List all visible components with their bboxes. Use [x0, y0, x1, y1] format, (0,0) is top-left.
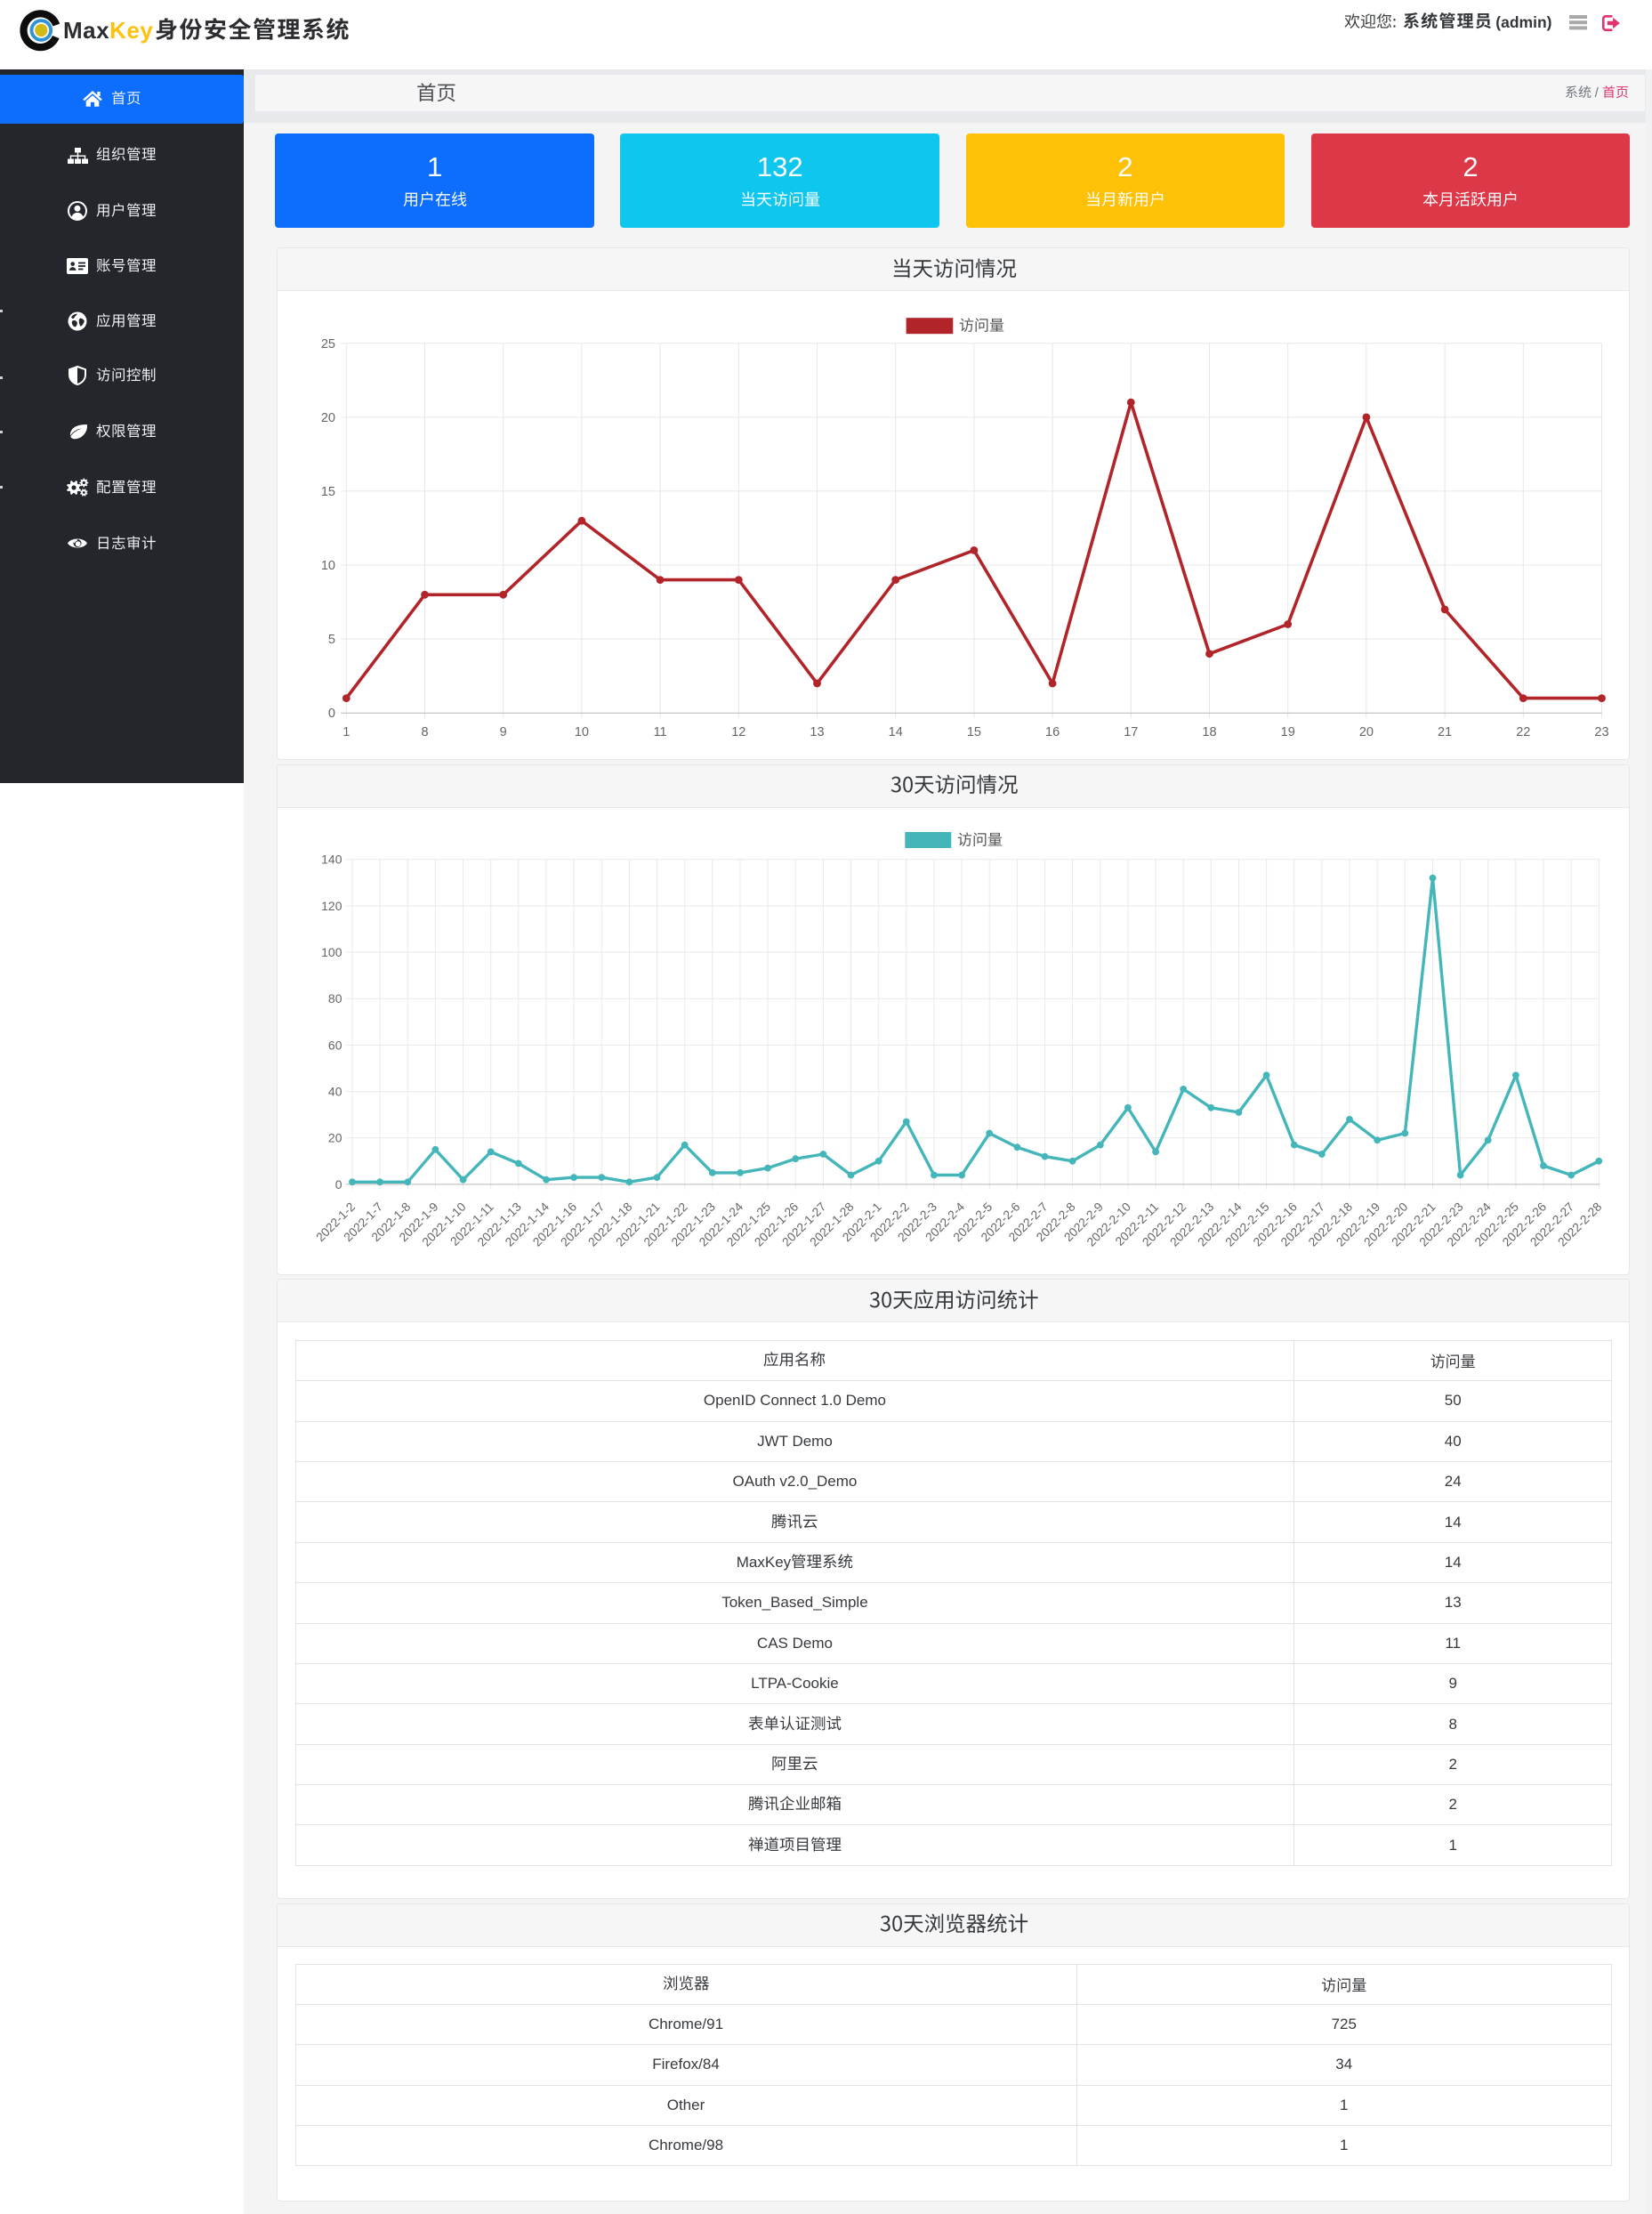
svg-text:20: 20 — [1359, 725, 1374, 739]
svg-text:13: 13 — [810, 725, 824, 739]
svg-text:20: 20 — [328, 1131, 342, 1145]
svg-text:9: 9 — [500, 725, 507, 739]
svg-text:40: 40 — [328, 1085, 342, 1099]
svg-text:25: 25 — [321, 337, 335, 351]
svg-text:0: 0 — [335, 1177, 342, 1192]
svg-text:5: 5 — [328, 633, 335, 647]
svg-text:14: 14 — [889, 725, 903, 739]
svg-text:60: 60 — [328, 1038, 342, 1052]
svg-text:17: 17 — [1124, 725, 1138, 739]
svg-text:15: 15 — [321, 485, 335, 499]
svg-text:19: 19 — [1281, 725, 1295, 739]
svg-text:22: 22 — [1516, 725, 1530, 739]
svg-text:140: 140 — [321, 852, 342, 867]
svg-text:8: 8 — [421, 725, 428, 739]
svg-text:10: 10 — [321, 559, 335, 573]
svg-text:15: 15 — [967, 725, 981, 739]
svg-text:80: 80 — [328, 991, 342, 1006]
svg-text:20: 20 — [321, 411, 335, 425]
svg-text:23: 23 — [1594, 725, 1608, 739]
svg-text:12: 12 — [731, 725, 745, 739]
svg-text:10: 10 — [575, 725, 589, 739]
svg-text:0: 0 — [328, 707, 335, 721]
svg-text:120: 120 — [321, 899, 342, 913]
svg-text:1: 1 — [342, 725, 350, 739]
svg-text:16: 16 — [1045, 725, 1060, 739]
svg-text:11: 11 — [654, 725, 667, 739]
svg-text:21: 21 — [1438, 725, 1452, 739]
svg-text:100: 100 — [321, 945, 342, 959]
svg-text:18: 18 — [1202, 725, 1216, 739]
